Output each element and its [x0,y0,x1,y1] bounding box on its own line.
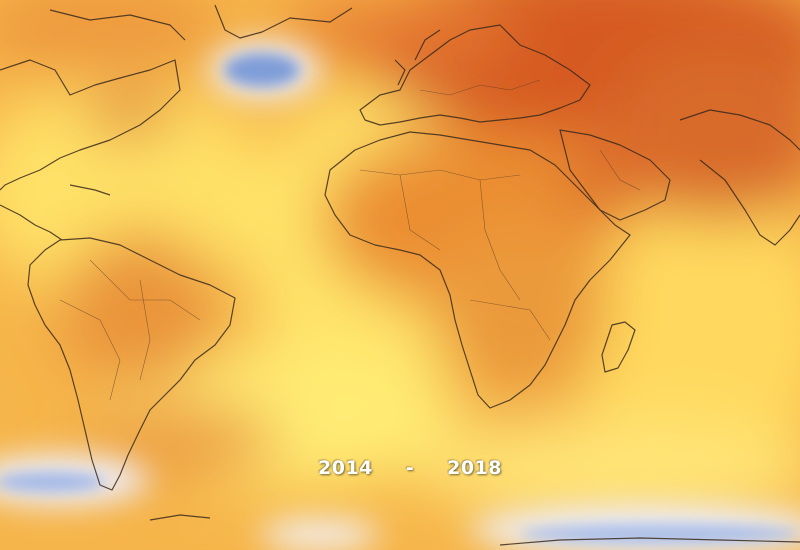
coastline-africa [324,131,631,409]
border-south-america-2 [59,299,121,401]
coastline-asia [679,109,800,151]
period-label: 2014 - 2018 [318,455,502,481]
period-start-year: 2014 [318,457,373,479]
period-end-year: 2018 [447,457,502,479]
border-south-america-1 [89,259,201,321]
coastline-europe [359,24,591,126]
coastline-antarctic-peninsula [149,514,211,521]
border-europe [419,79,541,96]
coastline-central-america [0,204,63,241]
coastline-british-isles [394,59,406,86]
border-africa-north [359,169,521,181]
coastline-arctic-islands [49,9,186,41]
heat-field-layer [0,0,800,520]
border-africa-south [469,299,551,341]
border-africa-west [399,174,441,251]
coastline-antarctica [499,537,800,546]
border-africa-central [479,179,521,301]
border-south-america-3 [139,279,151,381]
coastline-india [699,159,800,246]
border-middle-east [599,149,641,191]
period-separator: - [405,457,415,479]
coastline-madagascar [601,321,636,373]
coastline-layer [0,4,800,546]
coastline-greenland [214,4,353,39]
border-layer [59,79,641,401]
coastline-north-america [0,59,181,191]
coastline-south-america [27,237,236,491]
coastline-caribbean [69,184,111,196]
coastline-scandinavia [414,29,441,61]
coastline-arabia [559,129,671,221]
